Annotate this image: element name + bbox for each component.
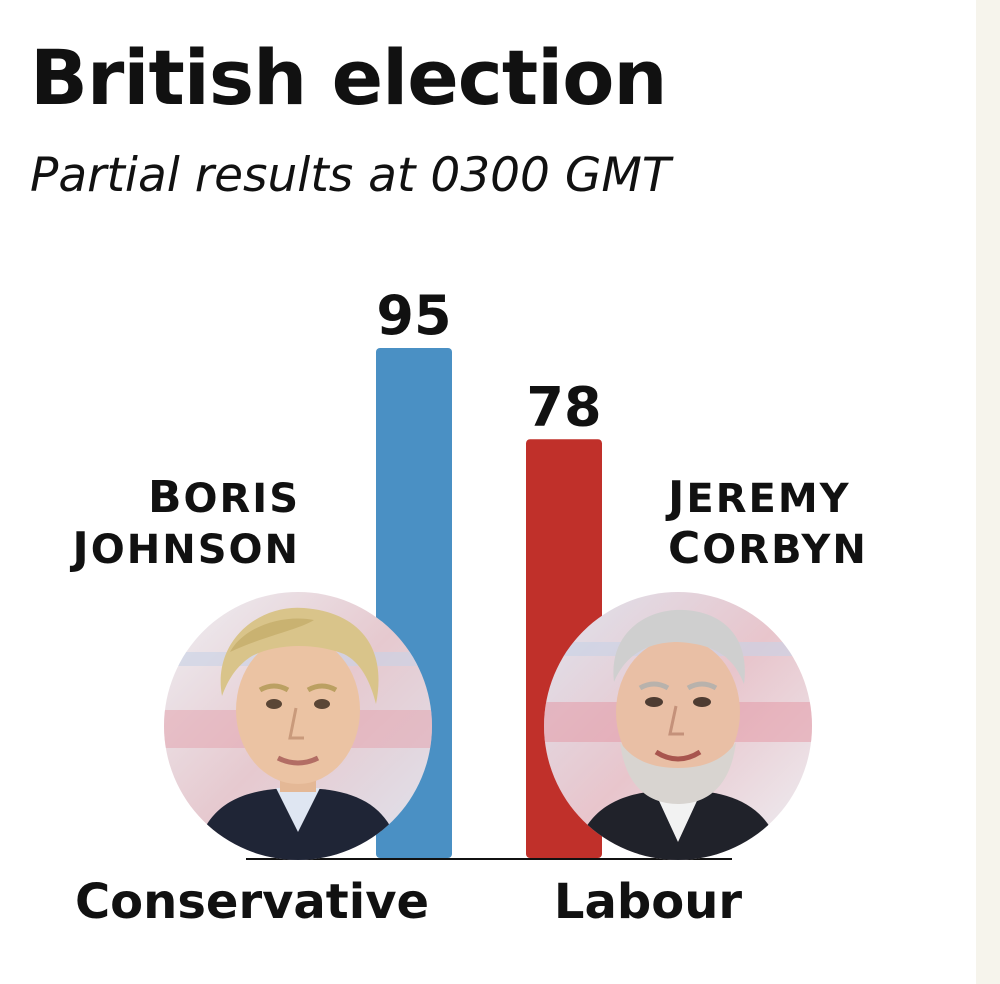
data-label-conservative: 95: [376, 284, 451, 347]
candidate-last-rest: OHNSON: [90, 527, 300, 573]
candidate-last-initial: C: [668, 523, 703, 574]
candidate-name-johnson: BORIS JOHNSON: [72, 473, 300, 575]
candidate-first-name: JEREMY: [668, 473, 868, 524]
page-edge-strip: [976, 0, 1000, 984]
candidate-name-corbyn: JEREMY CORBYN: [668, 473, 868, 575]
portrait-boris-johnson: [164, 592, 432, 860]
category-label-conservative: Conservative: [75, 874, 429, 930]
candidate-last-name: JOHNSON: [72, 524, 300, 575]
candidate-first-rest: ORIS: [183, 476, 300, 522]
data-label-labour: 78: [526, 375, 601, 438]
candidate-last-name: CORBYN: [668, 524, 868, 575]
chart-subtitle: Partial results at 0300 GMT: [30, 148, 671, 203]
candidate-last-initial: J: [72, 523, 91, 574]
chart-title: British election: [30, 33, 668, 122]
candidate-first-initial: J: [668, 472, 687, 523]
category-label-labour: Labour: [554, 874, 742, 930]
candidate-last-rest: ORBYN: [702, 527, 868, 573]
candidate-first-initial: B: [147, 472, 184, 523]
portrait-jeremy-corbyn: [544, 592, 812, 860]
candidate-first-rest: EREMY: [686, 476, 851, 522]
candidate-first-name: BORIS: [72, 473, 300, 524]
